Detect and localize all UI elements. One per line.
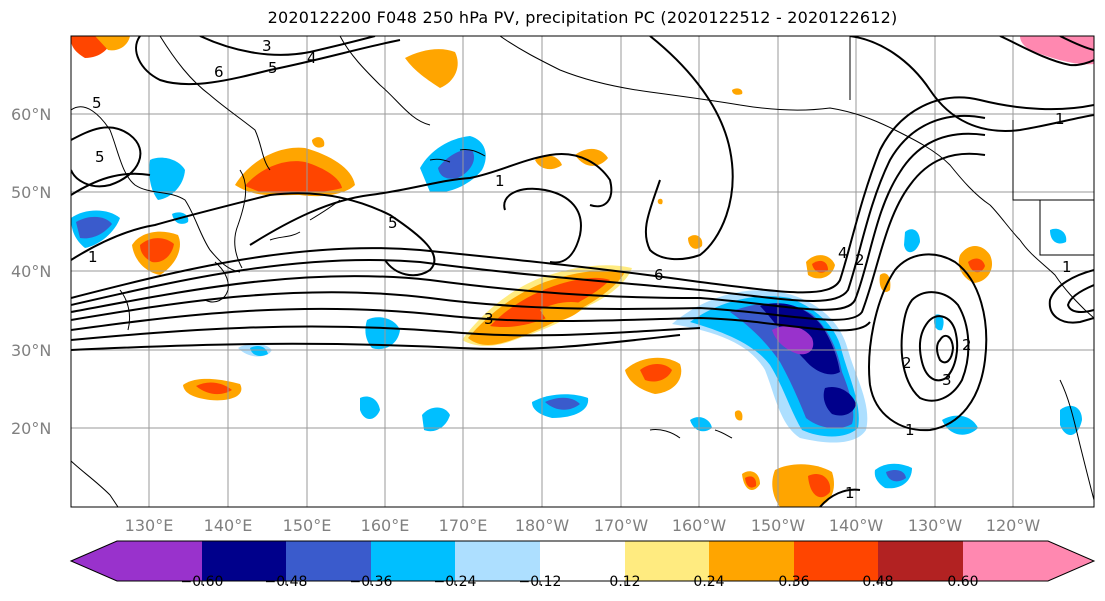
colorbar-tick-label: −0.12 [519,574,562,590]
colorbar-tick-label: 0.48 [862,574,893,590]
contour-label: 6 [654,266,664,284]
latitude-labels: 60°N 50°N 40°N 30°N 20°N [11,105,51,438]
colorbar-tick-label: 0.24 [693,574,724,590]
colorbar-segment [540,541,625,581]
colorbar-segment [455,541,540,581]
colorbar-tick-label: 0.36 [778,574,809,590]
lon-label: 130°E [125,516,174,535]
colorbar-max-arrow [963,541,1094,581]
colorbar-tick-labels: −0.60 −0.48 −0.36 −0.24 −0.12 0.12 0.24 … [181,574,979,590]
coastlines [71,36,1094,507]
lat-label: 60°N [11,105,51,124]
colorbar-outline [69,540,1096,582]
lat-label: 50°N [11,183,51,202]
lon-label: 170°W [594,516,649,535]
lon-label: 140°W [829,516,884,535]
contour-labels: 3 4 5 6 5 5 1 5 1 6 3 4 2 1 1 2 2 3 1 1 [88,37,1072,502]
contour-label: 5 [388,214,398,232]
pv-contours [71,36,1094,507]
lon-label: 160°E [361,516,410,535]
contour-label: 2 [902,354,912,372]
colorbar-tick-label: −0.60 [181,574,224,590]
lon-label: 120°W [986,516,1041,535]
lat-label: 20°N [11,419,51,438]
contour-label: 4 [838,244,848,262]
contour-label: 1 [1062,258,1072,276]
colorbar-tick-label: 0.60 [947,574,978,590]
colorbar-segment [371,541,455,581]
contour-label: 1 [905,421,915,439]
colorbar-tick-label: −0.24 [434,574,477,590]
colorbar-tick-label: −0.48 [265,574,308,590]
colorbar-segment [202,541,286,581]
lon-label: 170°E [439,516,488,535]
contour-label: 5 [95,148,105,166]
contour-label: 3 [484,310,494,328]
contour-label: 1 [495,172,505,190]
colorbar-tick-label: −0.36 [350,574,393,590]
lat-label: 40°N [11,262,51,281]
lon-label: 150°W [751,516,806,535]
lon-label: 130°W [908,516,963,535]
colorbar-tick-label: 0.12 [609,574,640,590]
lon-label: 150°E [283,516,332,535]
lon-label: 180°W [515,516,570,535]
lat-label: 30°N [11,341,51,360]
lon-label: 160°W [672,516,727,535]
contour-label: 2 [855,251,865,269]
contour-label: 5 [92,94,102,112]
contour-label: 3 [262,37,272,55]
map-frame [70,35,1095,508]
lon-label: 140°E [204,516,253,535]
colorbar-min-arrow [71,541,202,581]
contour-label: 5 [268,59,278,77]
contour-label: 2 [962,336,972,354]
contour-label: 6 [214,63,224,81]
figure-title: 2020122200 F048 250 hPa PV, precipitatio… [267,8,898,27]
colorbar-ticks [201,581,964,585]
colorbar: −0.60 −0.48 −0.36 −0.24 −0.12 0.12 0.24 … [69,540,1096,590]
colorbar-segment [878,541,963,581]
contour-label: 1 [1055,110,1065,128]
longitude-labels: 130°E 140°E 150°E 160°E 170°E 180°W 170°… [125,516,1041,535]
contour-label: 1 [845,484,855,502]
contour-label: 4 [307,49,317,67]
colorbar-segment [794,541,878,581]
colorbar-segment [286,541,371,581]
colorbar-segments [69,540,1096,582]
contour-label: 3 [942,371,952,389]
colorbar-segment [625,541,709,581]
contour-label: 1 [88,248,98,266]
colorbar-segment [709,541,794,581]
